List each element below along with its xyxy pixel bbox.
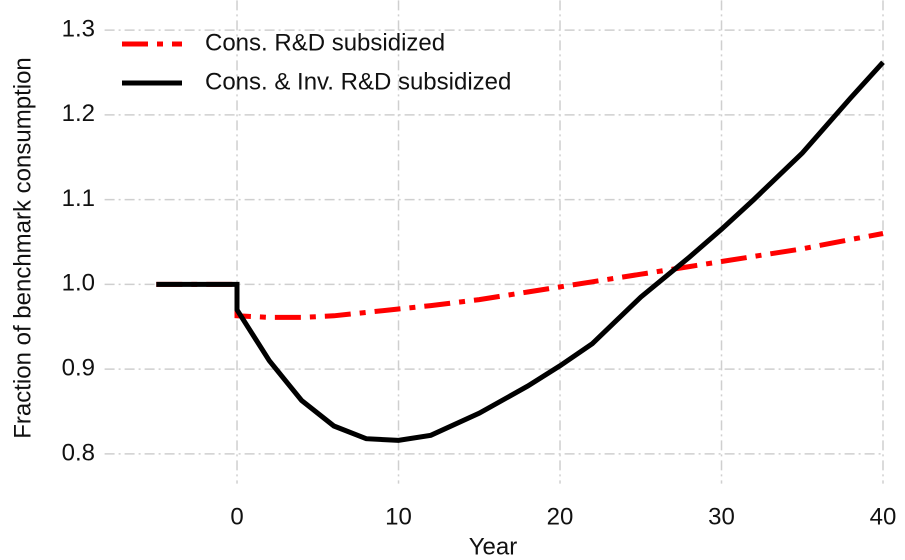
x-tick-label: 40 [870,503,897,530]
y-tick-label: 1.1 [62,185,95,212]
y-tick-label: 0.8 [62,439,95,466]
legend-label: Cons. & Inv. R&D subsidized [205,68,511,95]
x-tick-label: 30 [708,503,735,530]
y-tick-label: 1.3 [62,15,95,42]
legend-label: Cons. R&D subsidized [205,29,445,56]
series-line [156,231,884,320]
series-line [156,60,885,443]
y-axis-label: Fraction of benchmark consumption [9,57,36,439]
y-tick-label: 1.2 [62,100,95,127]
y-tick-label: 1.0 [62,270,95,297]
x-tick-label: 10 [385,503,412,530]
y-tick-label: 0.9 [62,355,95,382]
x-axis-label: Year [469,533,518,560]
x-tick-label: 0 [230,503,243,530]
x-tick-label: 20 [547,503,574,530]
